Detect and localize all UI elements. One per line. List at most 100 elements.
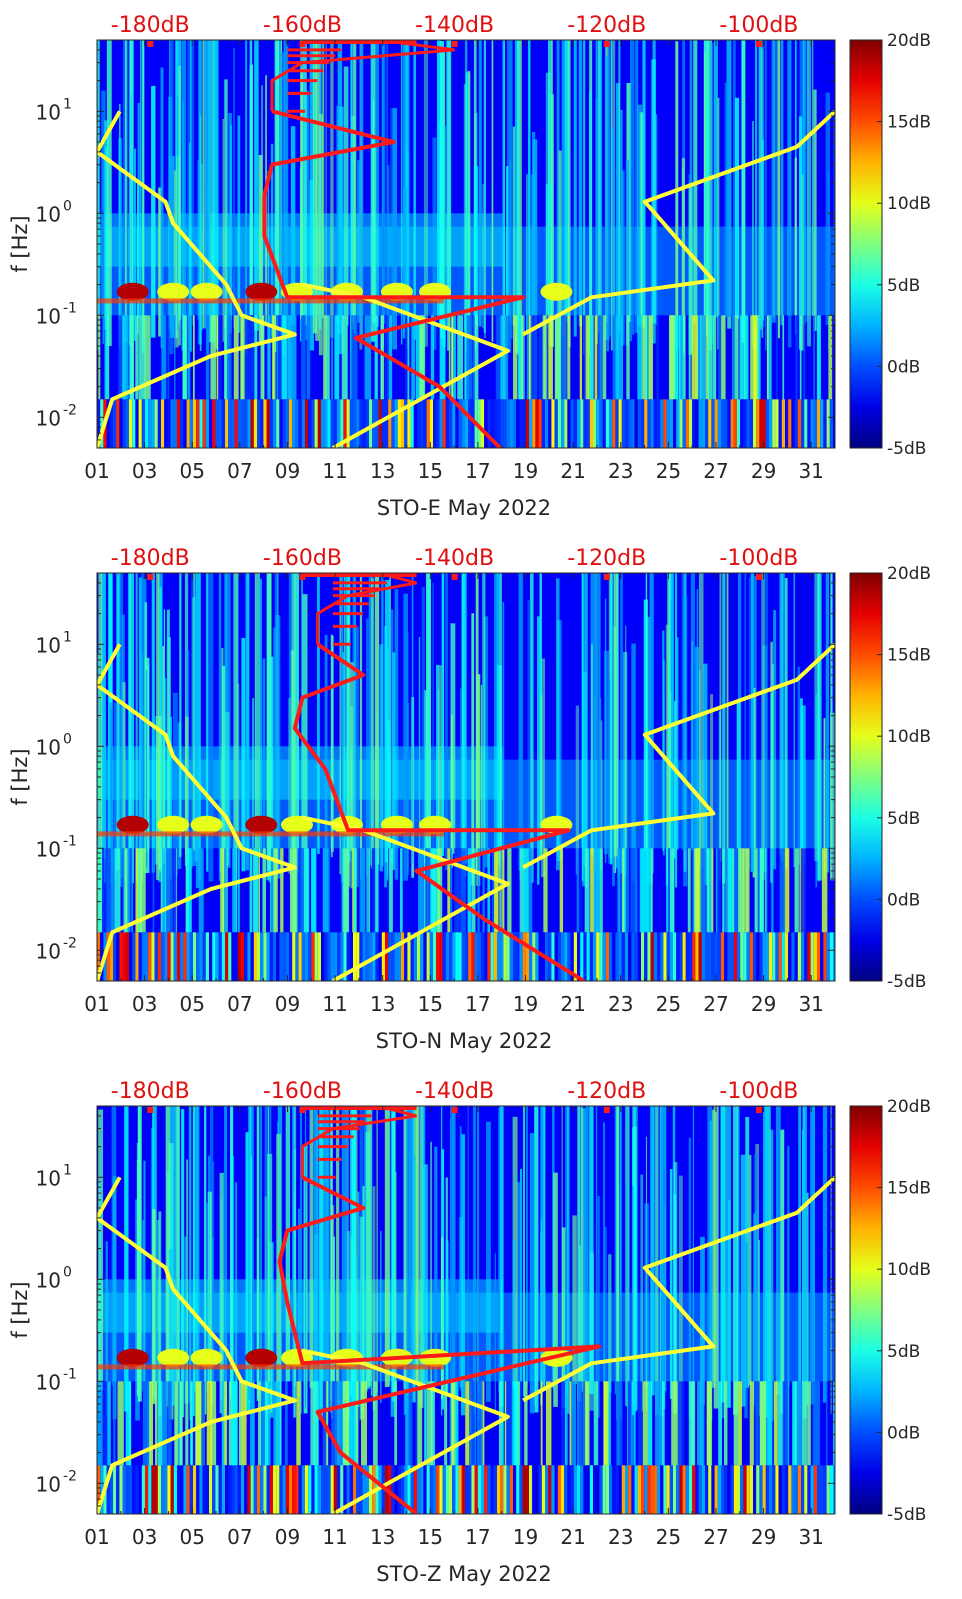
heatmap-bottomband [695,932,699,981]
heatmap-lowband [524,1381,528,1466]
colorbar-label: 20dB [887,31,931,51]
x-tick-label: 21 [560,459,585,483]
heatmap-bottomband [324,399,328,448]
heatmap-streak [744,573,746,857]
heatmap-bottomband [833,399,835,448]
heatmap-bottomband [202,399,206,448]
heatmap-lowband [270,848,273,933]
heatmap-bottomband [778,932,782,981]
heatmap-bottomband [628,1465,632,1514]
heatmap-bottomband [705,399,709,448]
heatmap-lowband [722,848,725,933]
heatmap-bottomband [657,399,661,448]
heatmap-streak [589,1106,594,1395]
heatmap-streak [391,708,393,864]
heatmap-lowband [504,1381,507,1466]
heatmap-bottomband [519,399,523,448]
heatmap-lowband [222,1381,228,1466]
heatmap-streak [347,614,349,875]
heatmap-streak [229,1106,234,1399]
heatmap-bottomband [522,399,526,448]
heatmap-streak [484,40,486,339]
x-tick-label: 01 [84,1525,109,1549]
heatmap-bottomband [154,932,158,981]
heatmap-bottomband [682,932,686,981]
heatmap-bottomband [647,1465,651,1514]
heatmap-bottomband [353,932,357,981]
heatmap-bottomband [362,932,366,981]
heatmap-bottomband [250,932,254,981]
heatmap-streak [750,573,754,873]
heatmap-lowband [178,1381,183,1466]
heatmap-bottomband [340,1465,344,1514]
heatmap-streak [275,615,281,879]
heatmap-streak [99,1181,101,1414]
x-tick-label: 29 [751,459,776,483]
heatmap-lowband [814,1381,821,1466]
heatmap-streak [298,1208,300,1398]
heatmap-bottomband [557,932,561,981]
heatmap-lowband [430,1381,435,1466]
heatmap-bottomband [586,1465,590,1514]
heatmap-streak [800,705,806,863]
heatmap-bottomband [212,399,216,448]
heatmap-bottomband [237,1465,241,1514]
heatmap-lowband [411,315,416,400]
heatmap-streak [724,82,727,318]
heatmap-lowband [233,315,239,400]
heatmap-bottomband [461,1465,465,1514]
heatmap-streak [607,40,612,337]
heatmap-bottomband [497,399,501,448]
heatmap-streak [193,573,195,851]
heatmap-streak [299,1106,302,1414]
heatmap-bottomband [810,1465,814,1514]
x-axis-title: STO-Z May 2022 [376,1562,551,1586]
heatmap-streak [452,1106,456,1400]
heatmap-bottomband [689,1465,693,1514]
heatmap-bottomband [477,932,481,981]
heatmap-lowband [366,848,370,933]
heatmap-lowband [127,848,130,933]
heatmap-bottomband [503,932,507,981]
heatmap-streak [802,1129,804,1382]
heatmap-streak [351,1106,357,1407]
heatmap-lowband [254,315,258,400]
heatmap-lowband [707,315,713,400]
heatmap-lowband [360,848,366,933]
heatmap-bottomband [397,399,401,448]
y-tick-exponent: -2 [63,402,77,418]
db-tick-marker [147,41,154,47]
heatmap-streak [775,1106,781,1396]
heatmap-streak [344,573,346,879]
heatmap-streak [325,40,327,325]
heatmap-bottomband [474,932,478,981]
heatmap-lowband [753,315,756,400]
heatmap-streak [463,83,467,331]
heatmap-lowband [192,315,195,400]
heatmap-bottomband [228,1465,232,1514]
heatmap-streak [288,573,292,868]
heatmap-lowband [687,848,691,933]
heatmap-bottomband [705,932,709,981]
heatmap-bottomband [711,932,715,981]
heatmap-streak [735,97,740,319]
heatmap-lowband [554,315,561,400]
heatmap-bottomband [637,1465,641,1514]
heatmap-bottomband [177,399,181,448]
heatmap-streak [768,1106,771,1383]
heatmap-streak [478,40,482,327]
heatmap-lowband [345,1381,353,1466]
heatmap-lowband [782,315,785,400]
heatmap-bottomband [260,399,264,448]
heatmap-streak [262,658,266,854]
heatmap-streak [678,1175,683,1383]
heatmap-bottomband [535,399,539,448]
heatmap-lowband [548,315,553,400]
heatmap-streak [450,715,453,868]
heatmap-bottomband [701,932,705,981]
heatmap-bottomband [324,932,328,981]
heatmap-streak [138,577,143,863]
db-tick-label: -120dB [567,546,646,571]
db-tick-marker [451,574,458,580]
heatmap-streak [773,610,777,870]
